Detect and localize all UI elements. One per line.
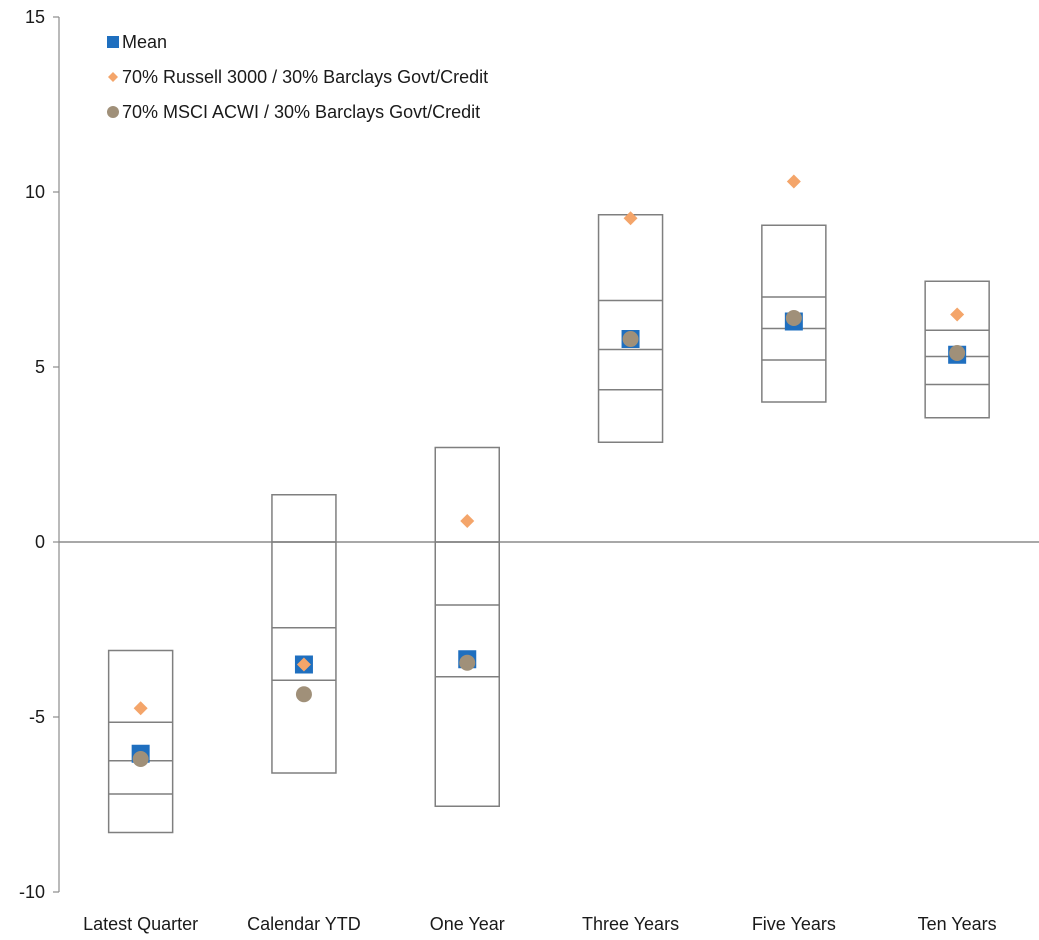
x-category-label: Three Years xyxy=(582,914,679,934)
x-category-label: Latest Quarter xyxy=(83,914,198,934)
point-circle xyxy=(295,686,312,703)
legend-marker-square xyxy=(107,36,119,48)
box xyxy=(761,224,827,403)
markers xyxy=(131,174,967,767)
box-outline xyxy=(107,649,174,834)
box xyxy=(107,649,174,834)
legend: Mean 70% Russell 3000 / 30% Barclays Govt… xyxy=(107,32,488,122)
x-category-label: Ten Years xyxy=(918,914,997,934)
point-diamond xyxy=(786,174,801,189)
legend-entry: 70% MSCI ACWI / 30% Barclays Govt/Credit xyxy=(107,102,480,122)
box-outline xyxy=(271,494,337,774)
point-diamond xyxy=(460,514,475,528)
box xyxy=(434,446,500,807)
point-circle xyxy=(785,310,802,326)
y-tick-label: -5 xyxy=(29,707,45,727)
point-circle xyxy=(622,331,639,347)
point-diamond xyxy=(296,657,311,672)
x-category-label: Five Years xyxy=(752,914,836,934)
point-diamond xyxy=(950,307,965,322)
legend-entry: 70% Russell 3000 / 30% Barclays Govt/Cre… xyxy=(108,67,488,87)
y-tick-label: 10 xyxy=(25,182,45,202)
y-tick-label: 0 xyxy=(35,532,45,552)
y-tick-label: 15 xyxy=(25,7,45,27)
point-circle xyxy=(949,345,966,361)
legend-marker-circle xyxy=(107,106,119,118)
boxes xyxy=(107,214,990,834)
point-circle xyxy=(132,751,149,767)
legend-marker-diamond xyxy=(108,72,118,82)
legend-entry: Mean xyxy=(107,32,167,52)
box xyxy=(597,214,664,443)
point-circle xyxy=(459,654,476,671)
legend-label: 70% Russell 3000 / 30% Barclays Govt/Cre… xyxy=(122,67,488,87)
y-tick-label: 5 xyxy=(35,357,45,377)
box-outline xyxy=(924,280,990,419)
legend-label: 70% MSCI ACWI / 30% Barclays Govt/Credit xyxy=(122,102,480,122)
point-diamond xyxy=(133,701,148,716)
point-diamond xyxy=(623,211,638,226)
y-tick-label: -10 xyxy=(19,882,45,902)
box-outline xyxy=(761,224,827,403)
x-category-label: Calendar YTD xyxy=(247,914,361,934)
x-category-label: One Year xyxy=(430,914,505,934)
box-outline xyxy=(434,446,500,807)
legend-label: Mean xyxy=(122,32,167,52)
axes: -10 -5 0 5 10 15 Latest Quarter Calendar YTD One… xyxy=(19,7,1039,934)
box xyxy=(271,494,337,774)
box-outline xyxy=(597,214,664,443)
